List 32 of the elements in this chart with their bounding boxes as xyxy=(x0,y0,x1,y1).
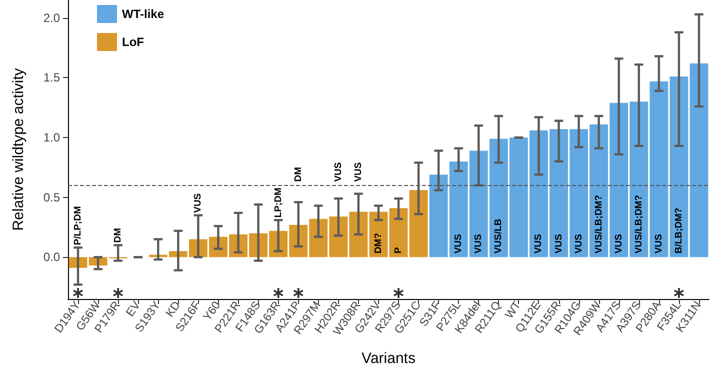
annotation: VUS/LB;DM? xyxy=(633,194,644,254)
x-axis-title: Variants xyxy=(362,350,416,367)
annotation: VUS xyxy=(553,234,564,254)
y-tick-label: 1.0 xyxy=(43,130,60,145)
annotation: VUS/LB xyxy=(493,218,504,254)
y-tick-label: 0.5 xyxy=(43,190,60,204)
annotation: VUS xyxy=(613,234,624,254)
bar xyxy=(389,208,408,258)
bar xyxy=(690,63,708,258)
annotation: DM? xyxy=(372,232,384,254)
annotation: DM xyxy=(292,166,304,182)
annotation: VUS/LB;DM? xyxy=(593,194,604,254)
annotation: VUS xyxy=(352,162,364,182)
annotation: LP;DM xyxy=(272,188,284,218)
annotation: B/LB;DM? xyxy=(673,207,684,254)
annotation: VUS xyxy=(453,234,464,254)
annotation: VUS xyxy=(533,234,544,254)
annotation: VUS xyxy=(653,234,664,254)
y-tick-label: 1.5 xyxy=(43,70,60,85)
legend-label: LoF xyxy=(122,35,144,49)
annotation: VUS xyxy=(473,234,484,254)
annotation: P xyxy=(393,246,404,254)
bar xyxy=(409,190,428,258)
annotation: P/LP;DM xyxy=(72,206,84,246)
y-tick-label: 0.0 xyxy=(43,250,60,264)
annotation: VUS xyxy=(192,193,204,213)
annotation: VUS xyxy=(573,234,584,254)
legend-label: WT-like xyxy=(122,7,164,21)
y-tick-label: 2.0 xyxy=(43,10,60,25)
annotation: VUS xyxy=(332,162,344,182)
y-axis-title: Relative wildtype activity xyxy=(10,68,27,231)
annotation: DM xyxy=(112,228,124,243)
